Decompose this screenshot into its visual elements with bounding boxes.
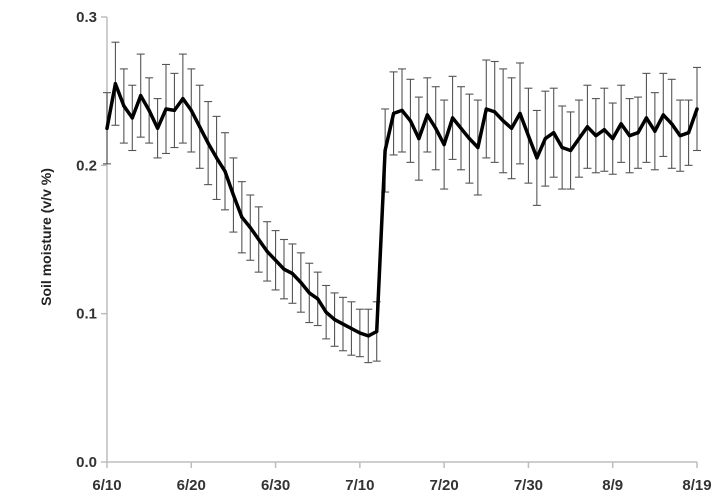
data-point: [172, 108, 177, 113]
y-tick-label: 0.3: [76, 9, 97, 26]
data-point: [695, 107, 699, 111]
data-point: [299, 280, 303, 285]
y-tick-label: 0.2: [76, 157, 97, 174]
x-tick-label: 6/30: [261, 477, 290, 494]
data-point: [568, 148, 573, 153]
data-point: [442, 142, 446, 147]
y-tick-label: 0.0: [76, 454, 97, 471]
data-point: [670, 122, 674, 126]
data-point: [122, 104, 126, 108]
data-point: [577, 137, 581, 141]
data-point: [678, 134, 682, 138]
data-point: [619, 122, 623, 126]
axes: [101, 16, 698, 468]
data-point: [164, 107, 168, 111]
data-point: [282, 267, 286, 271]
data-point: [139, 94, 143, 98]
data-point: [240, 215, 244, 219]
data-point: [273, 258, 278, 262]
data-point: [366, 334, 370, 338]
data-point: [501, 119, 505, 123]
data-point: [332, 318, 337, 322]
data-point: [627, 134, 632, 138]
data-point: [526, 134, 531, 138]
x-tick-label: 6/20: [177, 477, 206, 494]
data-point: [484, 107, 488, 111]
data-point: [231, 193, 236, 197]
data-point: [349, 326, 354, 331]
tick-labels: 0.0 0.1 0.2 0.3 6/10 6/20 6/30 7/10 7/20 7/30 8/9 8…: [76, 9, 711, 494]
data-point: [223, 169, 227, 173]
data-point: [560, 145, 564, 150]
data-point: [214, 156, 219, 160]
data-point: [358, 331, 362, 335]
data-point: [552, 131, 556, 135]
data-point: [611, 137, 615, 141]
data-point: [602, 128, 606, 132]
data-point: [636, 131, 640, 135]
data-point: [518, 111, 522, 116]
data-point: [341, 322, 345, 326]
data-point: [265, 249, 269, 253]
x-tick-label: 8/19: [682, 477, 711, 494]
data-point: [594, 134, 598, 138]
data-point: [383, 148, 387, 153]
data-point: [248, 226, 252, 230]
data-point: [257, 237, 261, 242]
data-point: [155, 126, 160, 130]
data-point: [585, 125, 590, 129]
data-point: [290, 272, 295, 276]
data-point: [206, 141, 210, 145]
x-tick-label: 6/10: [92, 477, 121, 494]
data-point: [198, 125, 202, 129]
x-tick-label: 8/9: [602, 477, 623, 494]
data-point: [408, 119, 413, 123]
data-point: [417, 137, 421, 141]
data-point: [307, 291, 311, 295]
data-point: [644, 116, 649, 120]
data-point: [476, 145, 480, 150]
x-tick-label: 7/30: [514, 477, 543, 494]
data-point: [535, 156, 539, 160]
data-point: [686, 131, 691, 135]
data-point: [661, 113, 665, 117]
data-point: [493, 110, 497, 114]
data-point: [450, 116, 455, 120]
error-bars: [103, 41, 701, 364]
x-tick-label: 7/20: [430, 477, 459, 494]
data-point: [543, 137, 547, 141]
data-point: [130, 116, 134, 120]
data-point: [459, 126, 463, 130]
y-axis-title: Soil moisture (v/v %): [38, 168, 54, 306]
y-tick-label: 0.1: [76, 306, 97, 323]
x-tick-label: 7/10: [345, 477, 374, 494]
data-point: [113, 82, 118, 86]
data-point: [434, 126, 438, 130]
data-point: [425, 113, 429, 117]
data-point: [181, 96, 185, 101]
data-point: [105, 126, 109, 130]
data-point: [400, 108, 404, 113]
data-point: [391, 111, 396, 116]
data-point: [467, 137, 472, 141]
data-point: [653, 129, 657, 133]
data-point: [509, 126, 514, 130]
data-point: [189, 108, 193, 113]
data-point: [147, 108, 151, 113]
data-point: [316, 297, 320, 301]
data-point: [324, 310, 328, 314]
series-group: [105, 81, 699, 338]
data-point: [375, 329, 379, 334]
